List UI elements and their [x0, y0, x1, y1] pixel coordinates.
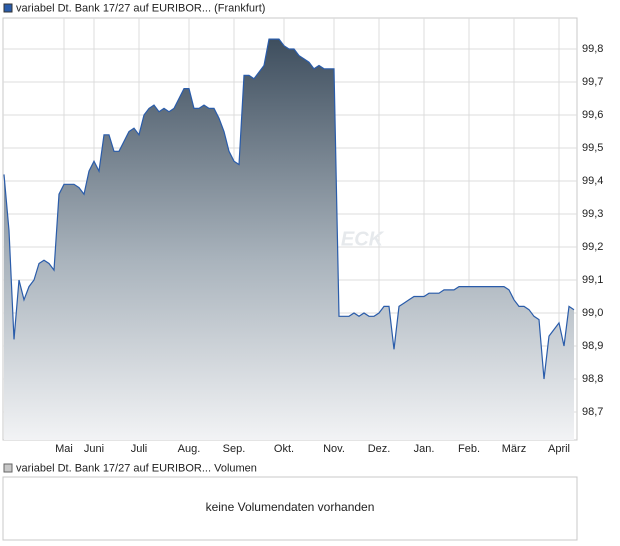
watermark: ECK — [341, 228, 385, 250]
legend-swatch — [3, 463, 13, 473]
x-tick-label: Jan. — [414, 443, 435, 455]
legend-label: variabel Dt. Bank 17/27 auf EURIBOR... (… — [16, 2, 265, 14]
y-tick-label: 99,8 — [582, 43, 603, 55]
x-tick-label: Sep. — [223, 443, 246, 455]
y-tick-label: 99,5 — [582, 142, 603, 154]
y-tick-label: 99,2 — [582, 241, 603, 253]
x-tick-label: Okt. — [274, 443, 294, 455]
line — [3, 38, 575, 380]
x-tick-label: Nov. — [323, 443, 345, 455]
x-tick-label: Aug. — [178, 443, 201, 455]
x-tick-label: Mai — [55, 443, 73, 455]
y-tick-label: 99,1 — [582, 274, 603, 286]
x-tick-label: Dez. — [368, 443, 391, 455]
area — [4, 39, 574, 440]
y-tick-label: 98,9 — [582, 340, 603, 352]
legend-swatch — [3, 3, 13, 13]
y-tick-label: 98,8 — [582, 373, 603, 385]
x-tick-label: Juni — [84, 443, 104, 455]
volume-message: keine Volumendaten vorhanden — [206, 500, 375, 514]
x-tick-label: April — [548, 443, 570, 455]
y-tick-label: 99,3 — [582, 208, 603, 220]
y-tick-label: 99,7 — [582, 76, 603, 88]
y-tick-label: 99,0 — [582, 307, 603, 319]
x-tick-label: Feb. — [458, 443, 480, 455]
legend-label: variabel Dt. Bank 17/27 auf EURIBOR... V… — [16, 462, 257, 474]
y-tick-label: 98,7 — [582, 406, 603, 418]
x-tick-label: Juli — [131, 443, 148, 455]
y-tick-label: 99,6 — [582, 109, 603, 121]
x-tick-label: März — [502, 443, 526, 455]
y-tick-label: 99,4 — [582, 175, 603, 187]
volume-frame — [2, 476, 578, 541]
